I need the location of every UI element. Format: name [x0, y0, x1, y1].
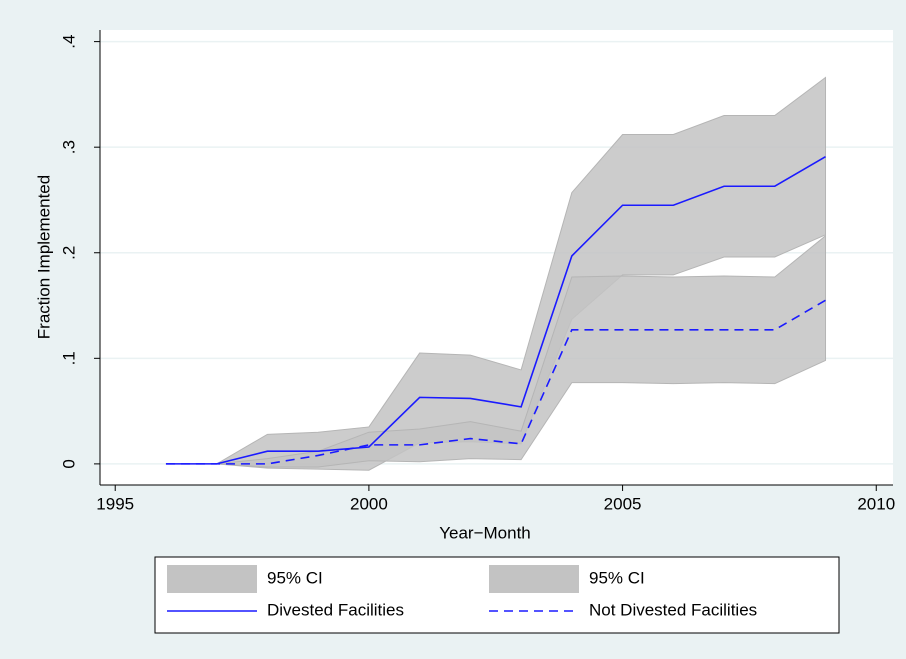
y-tick-label: .2	[59, 246, 78, 260]
legend-swatch	[167, 565, 257, 593]
legend-label: Not Divested Facilities	[589, 600, 757, 619]
line	[165, 155, 826, 465]
x-tick-label: 2000	[350, 494, 388, 513]
y-tick-label: 0	[59, 459, 78, 468]
x-tick-label: 1995	[96, 494, 134, 513]
legend-label: 95% CI	[589, 568, 645, 587]
line	[165, 299, 826, 465]
y-tick-label: .1	[59, 351, 78, 365]
x-axis-label: Year−Month	[439, 523, 531, 542]
y-tick-label: .3	[59, 140, 78, 154]
x-tick-label: 2005	[604, 494, 642, 513]
y-tick-label: .4	[59, 35, 78, 49]
legend-label: Divested Facilities	[267, 600, 404, 619]
legend-swatch	[489, 565, 579, 593]
y-axis-label: Fraction Implemented	[34, 175, 53, 339]
confidence-band	[165, 234, 827, 468]
legend-label: 95% CI	[267, 568, 323, 587]
x-tick-label: 2010	[857, 494, 895, 513]
